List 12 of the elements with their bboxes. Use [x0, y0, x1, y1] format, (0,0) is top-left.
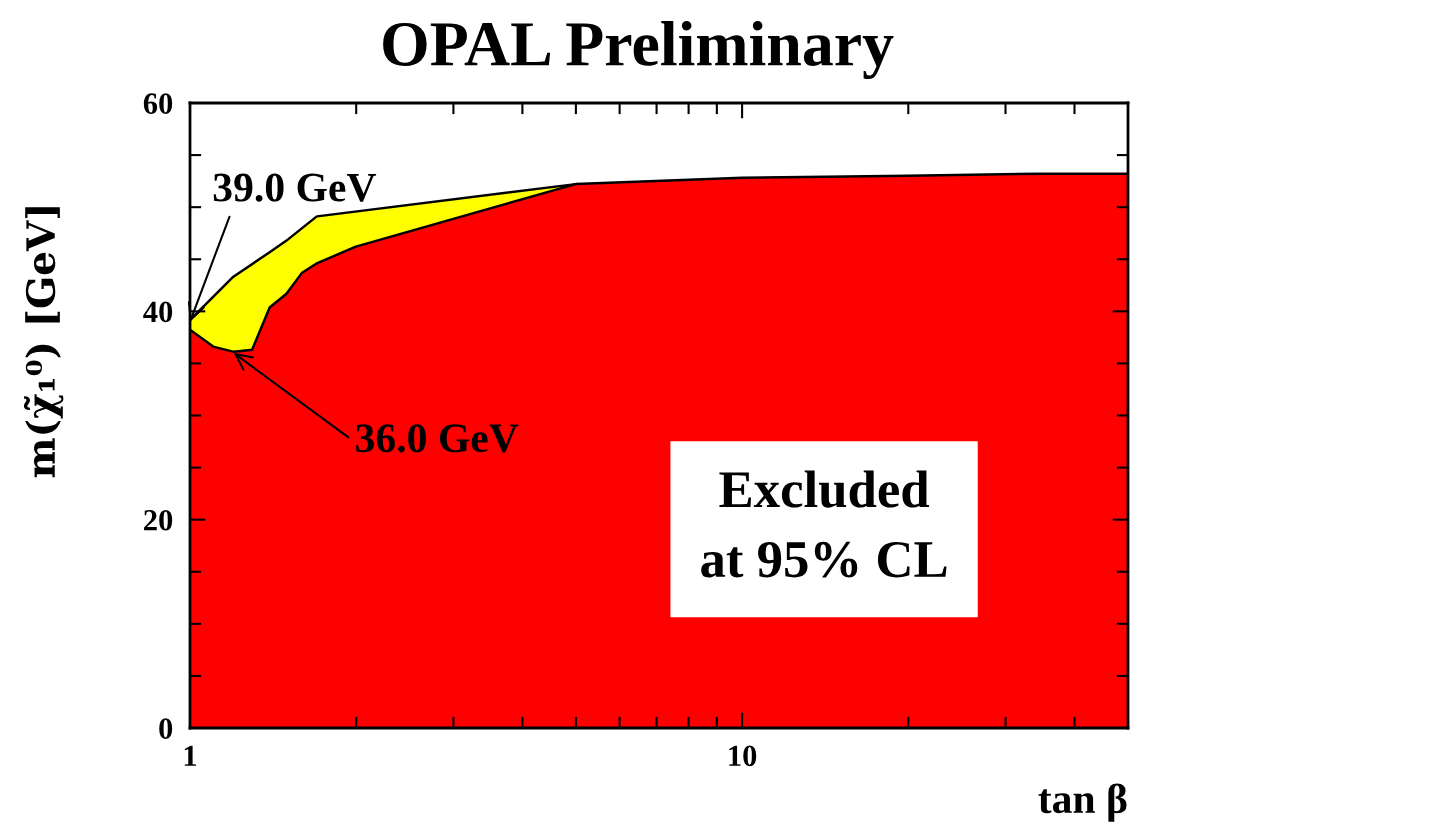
x-tick-label: 10 [729, 745, 757, 767]
chart-title: OPAL Preliminary [383, 20, 894, 80]
y-tick-label: 60 [143, 93, 173, 114]
x-axis-title: tan β [1038, 783, 1127, 822]
y-axis-title: m(χ̃₁⁰) [GeV] [23, 207, 64, 478]
y-tick-label: 40 [143, 301, 173, 323]
annotation: 39.0 GeV [213, 173, 377, 202]
x-tick-label: 1 [184, 745, 197, 766]
y-tick-label: 20 [144, 509, 173, 531]
y-tick-label: 0 [159, 718, 173, 739]
annotation: Excluded at 95% CL [701, 470, 947, 578]
annotation: 36.0 GeV [356, 424, 519, 453]
